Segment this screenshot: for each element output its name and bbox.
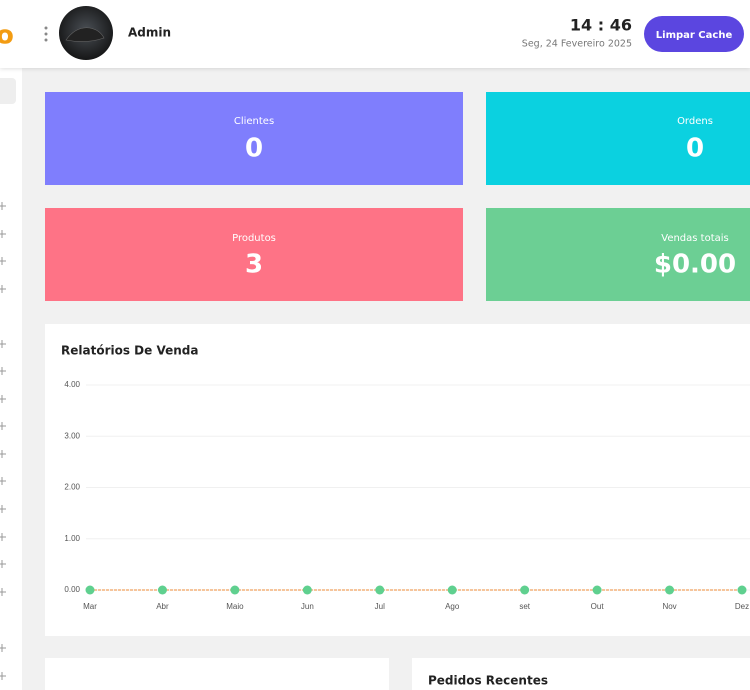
x-tick-label: Jun — [301, 602, 314, 611]
x-tick-label: Jul — [375, 602, 385, 611]
y-tick-label: 2.00 — [64, 483, 80, 492]
x-tick-label: Abr — [156, 602, 169, 611]
y-tick-label: 3.00 — [64, 431, 80, 440]
header — [0, 0, 750, 68]
expand-icon[interactable] — [0, 505, 6, 513]
panel-title: Pedidos Recentes — [428, 674, 548, 688]
expand-icon[interactable] — [0, 672, 6, 680]
expand-icon[interactable] — [0, 560, 6, 568]
x-tick-label: Ago — [445, 602, 460, 611]
sidebar — [0, 68, 22, 690]
y-tick-label: 1.00 — [64, 534, 80, 543]
logo[interactable]: o — [0, 21, 14, 51]
stat-card — [45, 92, 463, 185]
stat-label: Produtos — [232, 233, 276, 244]
chart-panel — [45, 324, 750, 636]
stat-label: Ordens — [677, 116, 713, 127]
point — [737, 585, 747, 595]
expand-icon[interactable] — [0, 644, 6, 652]
expand-icon[interactable] — [0, 422, 6, 430]
expand-icon[interactable] — [0, 340, 6, 348]
stat-value: 3 — [245, 250, 263, 280]
stat-label: Clientes — [234, 116, 274, 127]
stat-card — [486, 92, 750, 185]
stat-label: Vendas totais — [661, 233, 729, 244]
expand-icon[interactable] — [0, 367, 6, 375]
expand-icon[interactable] — [0, 450, 6, 458]
point — [592, 585, 602, 595]
point — [447, 585, 457, 595]
expand-icon[interactable] — [0, 202, 6, 210]
point — [230, 585, 240, 595]
clear-cache-label[interactable]: Limpar Cache — [656, 30, 733, 41]
expand-icon[interactable] — [0, 285, 6, 293]
point — [302, 585, 312, 595]
point — [665, 585, 675, 595]
point — [157, 585, 167, 595]
expand-icon[interactable] — [0, 395, 6, 403]
user-name: Admin — [128, 26, 171, 40]
x-tick-label: set — [519, 602, 530, 611]
sidebar-item[interactable] — [0, 78, 16, 104]
panel — [412, 658, 750, 690]
expand-icon[interactable] — [0, 533, 6, 541]
expand-icon[interactable] — [0, 257, 6, 265]
expand-icon[interactable] — [0, 230, 6, 238]
x-tick-label: Maio — [226, 602, 244, 611]
y-tick-label: 0.00 — [64, 585, 80, 594]
x-tick-label: Dez — [735, 602, 749, 611]
expand-icon[interactable] — [0, 588, 6, 596]
point — [375, 585, 385, 595]
x-tick-label: Out — [591, 602, 605, 611]
stat-value: 0 — [686, 134, 704, 164]
x-tick-label: Mar — [83, 602, 97, 611]
date: Seg, 24 Fevereiro 2025 — [522, 39, 632, 50]
stat-card — [486, 208, 750, 301]
expand-icon[interactable] — [0, 477, 6, 485]
stat-card — [45, 208, 463, 301]
stat-value: 0 — [245, 134, 263, 164]
point — [85, 585, 95, 595]
point — [520, 585, 530, 595]
clear-cache-button[interactable] — [644, 16, 744, 52]
menu-dots[interactable] — [44, 26, 48, 42]
y-tick-label: 4.00 — [64, 380, 80, 389]
panel — [45, 658, 389, 690]
stat-value: $0.00 — [654, 250, 736, 280]
x-tick-label: Nov — [662, 602, 676, 611]
clock: 14 : 46 — [570, 16, 632, 35]
chart-title: Relatórios De Venda — [61, 344, 198, 358]
